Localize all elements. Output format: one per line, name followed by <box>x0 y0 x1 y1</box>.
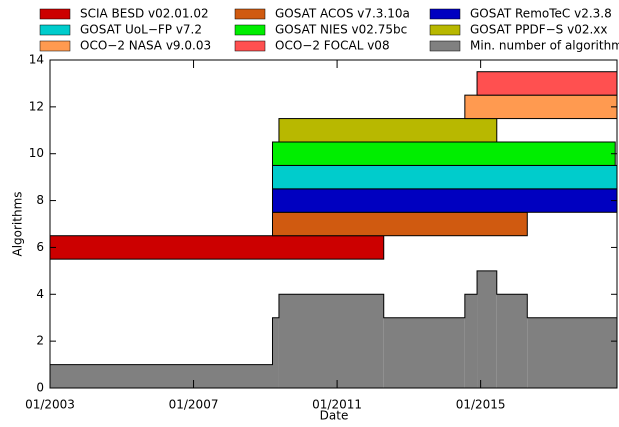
legend-label: GOSAT PPDF−S v02.xx <box>470 23 608 37</box>
y-tick-label: 8 <box>36 193 44 207</box>
period-bar <box>271 188 618 213</box>
legend-label: GOSAT NIES v02.75bc <box>275 23 407 37</box>
legend-swatch <box>234 8 266 20</box>
min-step <box>477 270 497 388</box>
legend-swatch <box>234 40 266 52</box>
legend-swatch <box>39 8 71 20</box>
y-tick-label: 2 <box>36 334 44 348</box>
y-tick-label: 14 <box>29 53 44 67</box>
min-outline <box>50 270 617 366</box>
x-tick-label: 01/2003 <box>25 398 75 412</box>
x-tick-label: 01/2007 <box>169 398 219 412</box>
x-tick-label: 01/2015 <box>456 398 506 412</box>
legend-label: Min. number of algorithms <box>470 39 619 53</box>
min-step <box>527 317 617 388</box>
plot-frame <box>49 59 618 389</box>
legend-label: GOSAT UoL−FP v7.2 <box>80 23 202 37</box>
period-bar <box>464 94 618 120</box>
y-tick-label: 12 <box>29 99 44 113</box>
legend-swatch <box>39 40 71 52</box>
min-step <box>383 317 465 388</box>
y-tick-label: 0 <box>36 381 44 395</box>
min-step <box>278 294 384 388</box>
legend-label: SCIA BESD v02.01.02 <box>80 7 209 21</box>
x-tick-label: 01/2011 <box>312 398 362 412</box>
legend-swatch <box>39 24 71 36</box>
min-step <box>496 294 528 388</box>
period-bar <box>271 164 618 190</box>
period-bar <box>476 71 618 96</box>
y-tick-label: 6 <box>36 240 44 254</box>
period-bar <box>49 235 385 260</box>
legend-label: GOSAT ACOS v7.3.10a <box>275 7 410 21</box>
legend-label: OCO−2 FOCAL v08 <box>275 39 390 53</box>
legend-label: GOSAT RemoTeC v2.3.8 <box>470 7 612 21</box>
legend-swatch <box>429 24 461 36</box>
y-tick-label: 10 <box>29 146 44 160</box>
y-tick-label: 4 <box>36 287 44 301</box>
legend-label: OCO−2 NASA v9.0.03 <box>80 39 211 53</box>
legend-swatch <box>234 24 266 36</box>
legend-swatch <box>429 40 461 52</box>
min-step <box>464 294 478 388</box>
y-axis-label: Algorithms <box>11 191 25 256</box>
period-bar <box>278 118 498 143</box>
legend-swatch <box>429 8 461 20</box>
period-bar <box>271 211 528 237</box>
min-step <box>272 317 279 388</box>
min-step <box>50 364 273 388</box>
period-bar <box>271 141 616 166</box>
x-axis-label: Date <box>320 409 349 423</box>
